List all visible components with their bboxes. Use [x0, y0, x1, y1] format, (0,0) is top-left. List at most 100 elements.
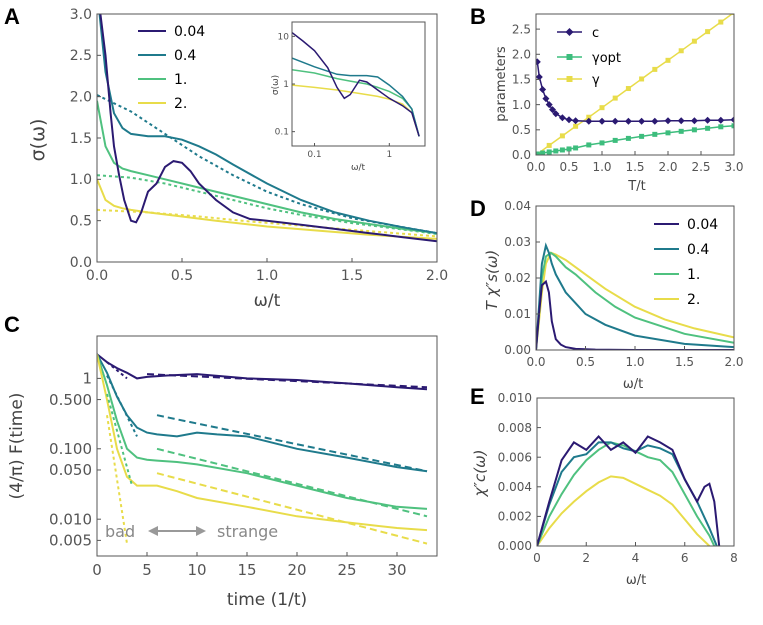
- data-point-c: [542, 95, 550, 103]
- panel-c-plot: [97, 353, 428, 545]
- panel-d-ytick-label: 0.03: [504, 235, 531, 249]
- legend-label: 1.: [687, 267, 700, 283]
- inset-ylabel: σ(ω): [271, 75, 281, 95]
- panel-a-ytick-label: 2.5: [70, 48, 92, 64]
- data-point-gamma_opt: [553, 148, 559, 154]
- panel-e-ytick-label: 0.004: [498, 480, 532, 494]
- panel-a-ylabel: σ(ω): [27, 119, 49, 162]
- data-point-gamma_opt: [665, 130, 671, 136]
- panel-b-xtick-label: 2.0: [658, 160, 677, 174]
- inset-ytick-label: 10: [278, 32, 290, 42]
- legend-label: γopt: [592, 51, 621, 66]
- panel-b-xtick-label: 2.5: [691, 160, 710, 174]
- data-point-gamma_opt: [691, 127, 697, 133]
- data-point-gamma: [625, 86, 631, 92]
- data-point-c: [598, 117, 606, 125]
- annotation-bad: bad: [105, 522, 135, 541]
- panel-c-xtick-label: 30: [387, 561, 406, 579]
- panel-d-plot: [536, 242, 734, 350]
- panel-e-xtick-label: 0: [533, 551, 541, 565]
- legend-label: 0.4: [687, 242, 709, 258]
- series-line-c: [536, 61, 734, 123]
- panel-c-xtick-label: 0: [92, 561, 102, 579]
- data-point-gamma_opt: [566, 146, 572, 152]
- fit-long-0.4: [156, 414, 428, 473]
- panel-b-ytick-label: 2.5: [512, 22, 531, 36]
- data-point-gamma_opt: [546, 149, 552, 155]
- panel-b-ytick-label: 1.5: [512, 73, 531, 87]
- panel-a-xtick-label: 1.5: [341, 268, 363, 284]
- legend-label: 1.: [174, 72, 187, 88]
- inset-ytick-label: 1: [283, 80, 289, 90]
- data-point-gamma_opt: [625, 135, 631, 141]
- data-point-gamma_opt: [639, 133, 645, 139]
- fit-short-0.4: [106, 375, 138, 437]
- legend-label: γ: [592, 73, 600, 88]
- inset-plot: [292, 32, 420, 137]
- data-point-c: [549, 106, 556, 114]
- panel-d-xtick-label: 1.5: [675, 355, 694, 369]
- panel-d-xlabel: ω/t: [623, 377, 643, 392]
- series-line-2.: [97, 178, 437, 240]
- annotation-strange: strange: [217, 522, 278, 541]
- panel-a-ytick-label: 1.5: [70, 131, 92, 147]
- data-point-c: [552, 110, 560, 118]
- panel-c-ytick-label: 0.005: [49, 532, 92, 550]
- panel-e-plot: [537, 435, 721, 546]
- panel-b-plot: [536, 14, 734, 155]
- data-point-gamma: [652, 66, 658, 72]
- panel-b-xtick-label: 1.5: [625, 160, 644, 174]
- panel-c-ytick-label: 0.010: [49, 510, 92, 528]
- panel-d-ytick-label: 0.00: [504, 343, 531, 357]
- series-line-0.4: [536, 242, 734, 350]
- inset-ytick-label: 0.1: [275, 128, 289, 138]
- panel-a-xtick-label: 0.0: [86, 268, 108, 284]
- data-point-c: [611, 117, 619, 125]
- series-line-0.4: [98, 14, 437, 235]
- series-line-0.4: [97, 353, 428, 473]
- data-point-gamma_opt: [718, 124, 724, 130]
- data-point-gamma: [573, 123, 579, 129]
- data-point-c: [664, 117, 672, 125]
- inset-xlabel: ω/t: [351, 163, 366, 173]
- data-point-gamma_opt: [599, 140, 605, 146]
- panel-label: D: [470, 196, 486, 221]
- panel-d: 0.0 0.5 1.0 1.5 2.0 0.00 0.01 0.02 0.03 0.04 ω/t T …: [483, 199, 744, 392]
- fit-short-2.: [106, 415, 128, 544]
- panel-a-ytick-label: 0.5: [70, 214, 92, 230]
- panel-e-frame: [536, 397, 735, 547]
- panel-b-ytick-label: 2.0: [512, 47, 531, 61]
- series-line-1.: [97, 353, 428, 510]
- inset-xtick-label: 1: [386, 150, 392, 160]
- data-point-c: [539, 86, 547, 94]
- panel-e-xtick-label: 8: [730, 551, 738, 565]
- data-point-gamma: [691, 38, 697, 44]
- panel-c-xtick-label: 20: [287, 561, 306, 579]
- panel-label: C: [4, 312, 20, 337]
- data-point-gamma: [599, 105, 605, 111]
- panel-label: E: [470, 384, 485, 409]
- panel-d-ylabel: T χ″s(ω): [483, 250, 501, 311]
- panel-e-ytick-label: 0.008: [498, 421, 532, 435]
- data-point-c: [717, 116, 725, 124]
- inset-series-line-0.4: [292, 57, 420, 137]
- data-point-gamma_opt: [559, 147, 565, 153]
- panel-c-ytick-label: 0.100: [49, 440, 92, 458]
- legend-marker: [565, 28, 574, 36]
- inset-series-line-0.04: [292, 32, 420, 137]
- data-point-gamma_opt: [705, 125, 711, 131]
- fit-short-0.04: [106, 361, 128, 380]
- panel-a-xtick-label: 2.0: [426, 268, 448, 284]
- fit-long-0.04: [146, 373, 428, 389]
- panel-e-ylabel: χ″c(ω): [471, 450, 489, 498]
- panel-b: 0.0 0.5 1.0 1.5 2.0 2.5 3.0 0.0 0.5 1.0 1.5 2.0 2.5 T…: [494, 13, 744, 194]
- panel-d-xtick-label: 0.5: [576, 355, 595, 369]
- panel-e-ytick-label: 0.010: [498, 391, 532, 405]
- data-point-c: [624, 117, 632, 125]
- data-point-c: [536, 58, 541, 66]
- inset-xtick-label: 0.1: [307, 150, 321, 160]
- data-point-gamma_opt: [678, 128, 684, 134]
- data-point-gamma: [612, 95, 618, 101]
- data-point-c: [677, 117, 685, 125]
- data-point-gamma_opt: [540, 150, 546, 155]
